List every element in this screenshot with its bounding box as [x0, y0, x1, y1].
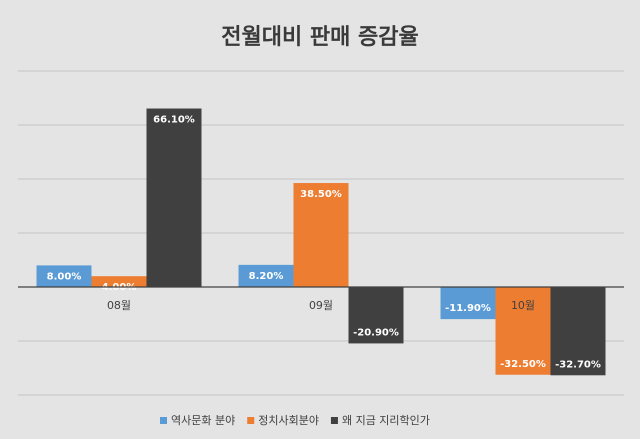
bar [440, 287, 496, 320]
x-tick-label: 09월 [309, 299, 333, 312]
bar [146, 108, 202, 287]
x-tick-label: 08월 [107, 299, 131, 312]
legend-label: 정치사회분야 [258, 414, 319, 427]
value-label: 66.10% [153, 115, 195, 126]
bar [238, 264, 294, 287]
bar [91, 276, 147, 287]
bar [348, 287, 404, 344]
value-label: -32.50% [500, 359, 546, 370]
value-label: 38.50% [300, 189, 342, 200]
chart-title: 전월대비 판매 증감율 [221, 25, 418, 50]
legend-swatch [330, 417, 338, 424]
value-label: -11.90% [445, 303, 491, 314]
value-label: -20.90% [353, 327, 399, 338]
bar [495, 287, 551, 375]
legend-label: 역사문화 분야 [171, 414, 235, 427]
value-label: -32.70% [555, 359, 601, 370]
value-label: 8.20% [249, 271, 284, 282]
x-tick-label: 10월 [511, 299, 535, 312]
legend-label: 왜 지금 지리학인가 [342, 414, 430, 427]
value-label: 4.00% [102, 282, 137, 293]
legend-swatch [247, 417, 255, 424]
value-label: 8.00% [47, 271, 82, 282]
bar [36, 265, 92, 287]
bar [550, 287, 606, 376]
bar [293, 183, 349, 287]
legend-swatch [160, 417, 167, 424]
